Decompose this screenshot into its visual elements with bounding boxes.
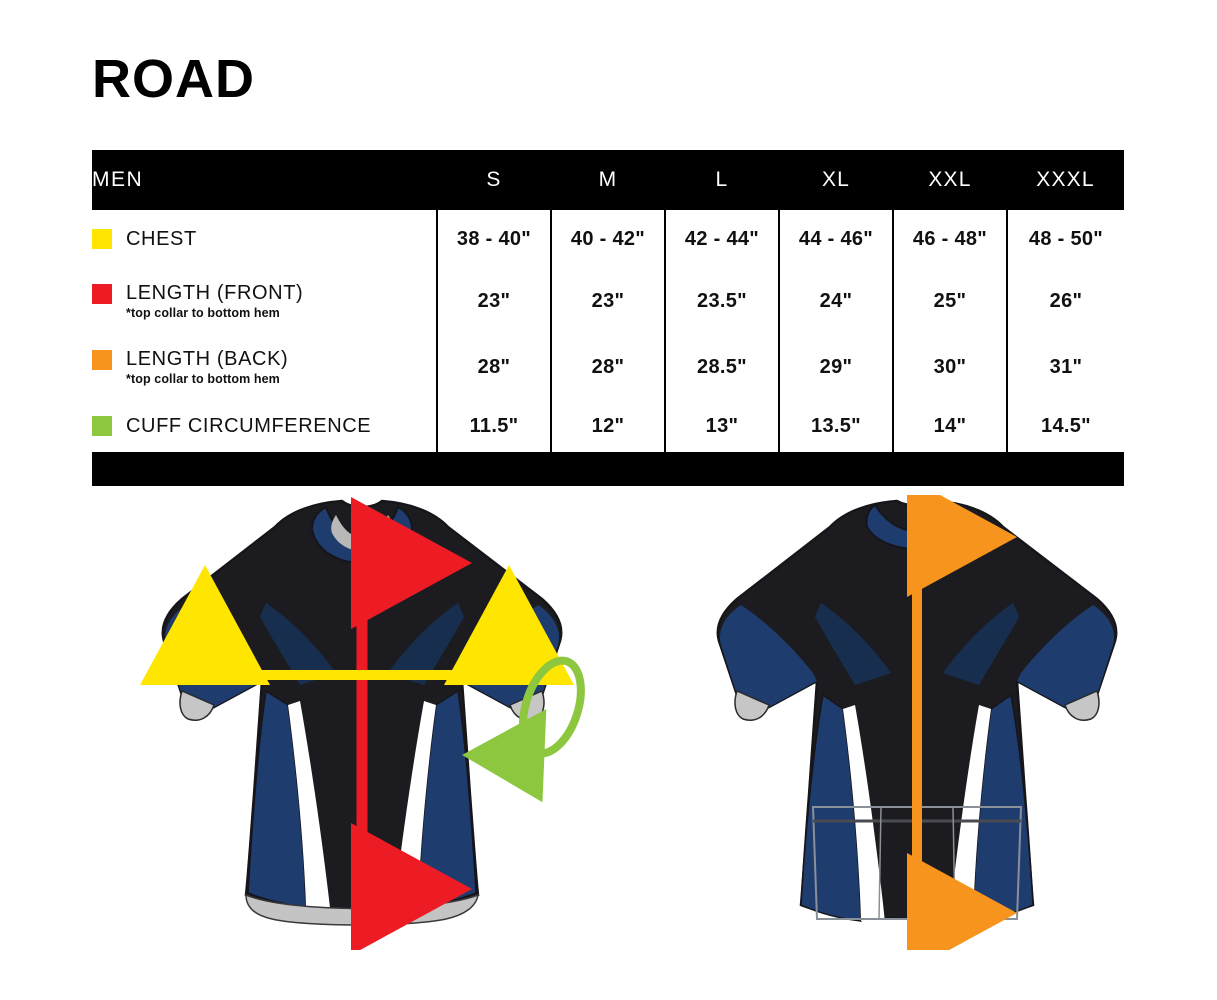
column-header-xl: XL bbox=[821, 168, 851, 191]
cell-cuff-xxxl: 14.5" bbox=[1006, 400, 1124, 452]
length-front-swatch bbox=[92, 283, 112, 304]
table-footer-bar bbox=[92, 452, 1124, 486]
table-header-row: MEN S M L XL XXL XXXL bbox=[92, 150, 1124, 210]
cell-length-front-xxxl: 26" bbox=[1006, 268, 1124, 334]
cell-chest-l: 42 - 44" bbox=[664, 210, 779, 268]
row-label-text: LENGTH (BACK) bbox=[126, 348, 289, 370]
cuff-swatch bbox=[92, 416, 112, 436]
cycling-jersey-front-view bbox=[90, 495, 610, 955]
cell-length-back-s: 28" bbox=[436, 334, 551, 400]
cell-length-front-xl: 24" bbox=[778, 268, 893, 334]
cell-cuff-xxl: 14" bbox=[892, 400, 1007, 452]
cell-chest-s: 38 - 40" bbox=[436, 210, 551, 268]
cell-length-front-l: 23.5" bbox=[664, 268, 779, 334]
cell-cuff-xl: 13.5" bbox=[778, 400, 893, 452]
cell-cuff-m: 12" bbox=[550, 400, 665, 452]
cell-chest-xl: 44 - 46" bbox=[778, 210, 893, 268]
cell-chest-m: 40 - 42" bbox=[550, 210, 665, 268]
table-row-chest: CHEST 38 - 40" 40 - 42" 42 - 44" 44 - 46… bbox=[92, 210, 1124, 268]
row-note-length-front: *top collar to bottom hem bbox=[126, 306, 280, 320]
column-header-xxxl: XXXL bbox=[1036, 168, 1095, 191]
row-label-text: CHEST bbox=[126, 227, 197, 250]
row-label-text: CUFF CIRCUMFERENCE bbox=[126, 414, 372, 437]
page-title: ROAD bbox=[92, 49, 255, 109]
row-label-length-front: LENGTH (FRONT) *top collar to bottom hem bbox=[92, 268, 437, 334]
column-header-xxl: XXL bbox=[928, 168, 972, 191]
size-chart-table: MEN S M L XL XXL XXXL CHEST 38 - 40" 40 … bbox=[92, 150, 1124, 486]
table-row-cuff-circumference: CUFF CIRCUMFERENCE 11.5" 12" 13" 13.5" 1… bbox=[92, 400, 1124, 452]
cell-length-back-xxl: 30" bbox=[892, 334, 1007, 400]
table-row-length-back: LENGTH (BACK) *top collar to bottom hem … bbox=[92, 334, 1124, 400]
row-label-cuff: CUFF CIRCUMFERENCE bbox=[92, 400, 437, 452]
footer-bar-fill bbox=[92, 452, 1124, 486]
cell-cuff-l: 13" bbox=[664, 400, 779, 452]
column-header-l: L bbox=[715, 168, 729, 191]
chest-swatch bbox=[92, 229, 112, 249]
row-note-length-back: *top collar to bottom hem bbox=[126, 372, 280, 386]
cell-length-back-xxxl: 31" bbox=[1006, 334, 1124, 400]
row-label-length-back: LENGTH (BACK) *top collar to bottom hem bbox=[92, 334, 437, 400]
cell-chest-xxxl: 48 - 50" bbox=[1006, 210, 1124, 268]
column-header-m: M bbox=[598, 168, 618, 191]
cell-length-front-s: 23" bbox=[436, 268, 551, 334]
cell-length-back-l: 28.5" bbox=[664, 334, 779, 400]
table-row-length-front: LENGTH (FRONT) *top collar to bottom hem… bbox=[92, 268, 1124, 334]
cell-chest-xxl: 46 - 48" bbox=[892, 210, 1007, 268]
jersey-back-cuffs bbox=[734, 689, 1100, 721]
cell-cuff-s: 11.5" bbox=[436, 400, 551, 452]
cuff-circumference-loop bbox=[462, 656, 585, 803]
cell-length-front-xxl: 25" bbox=[892, 268, 1007, 334]
column-header-s: S bbox=[486, 168, 502, 191]
row-label-text: LENGTH (FRONT) bbox=[126, 282, 304, 304]
column-header-men: MEN bbox=[92, 168, 144, 191]
cell-length-back-xl: 29" bbox=[778, 334, 893, 400]
cell-length-front-m: 23" bbox=[550, 268, 665, 334]
length-back-swatch bbox=[92, 349, 112, 370]
row-label-chest: CHEST bbox=[92, 210, 437, 268]
cycling-jersey-back-view bbox=[645, 477, 1165, 973]
cell-length-back-m: 28" bbox=[550, 334, 665, 400]
